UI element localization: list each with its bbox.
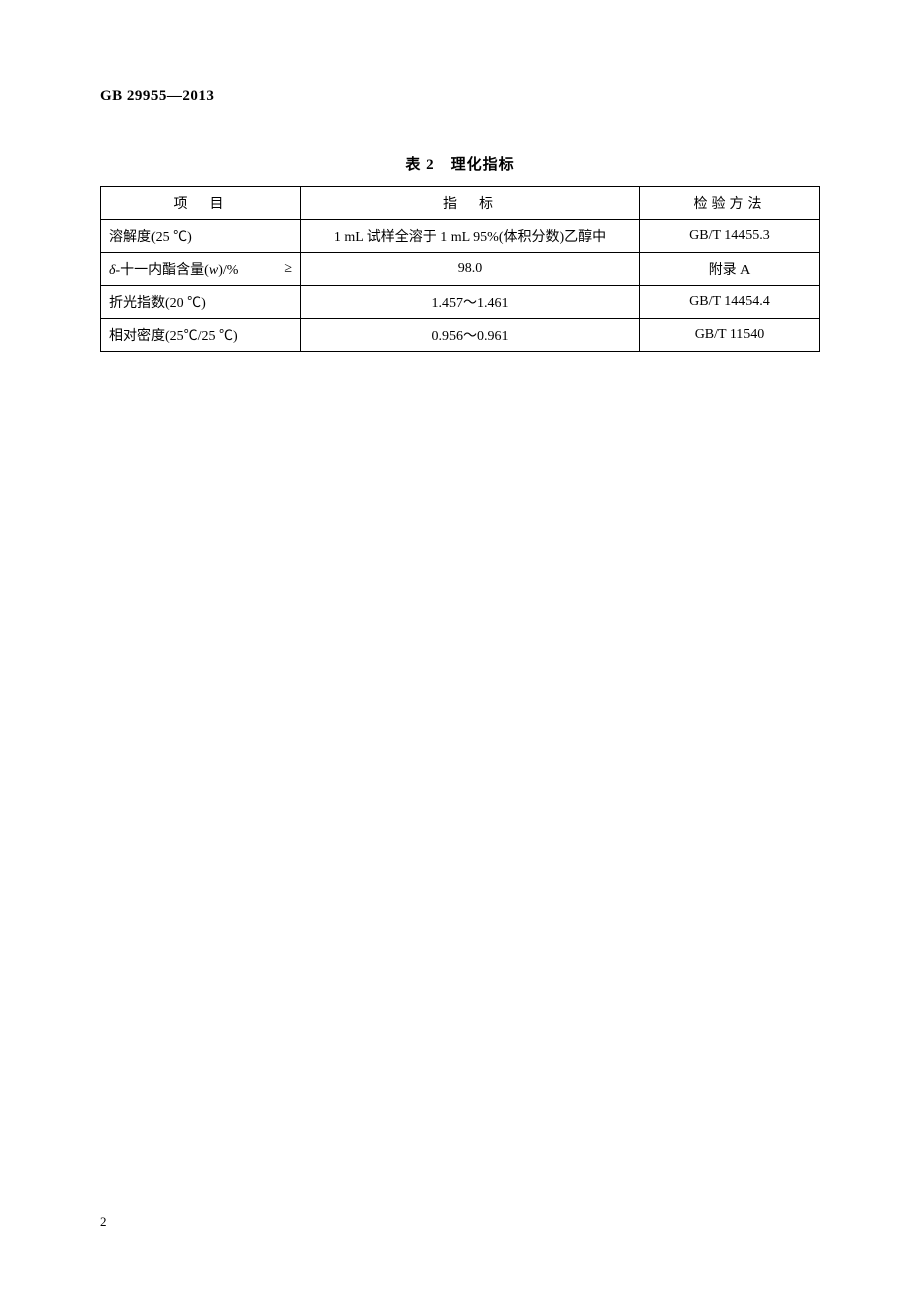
item-main: -十一内酯含量( [116, 263, 209, 278]
col-header-method: 检验方法 [640, 187, 820, 220]
table-row: 折光指数(20 ℃) 1.457～1.461 GB/T 14454.4 [101, 286, 820, 319]
item-text: 溶解度(25 ℃) [109, 230, 192, 245]
cell-method: GB/T 14454.4 [640, 286, 820, 319]
page-number: 2 [100, 1214, 107, 1230]
cell-indicator: 1.457～1.461 [301, 286, 640, 319]
cell-indicator: 0.956～0.961 [301, 319, 640, 352]
col-header-indicator: 指 标 [301, 187, 640, 220]
item-suffix: )/% [218, 263, 238, 278]
cell-method: 附录 A [640, 253, 820, 286]
item-var: w [209, 263, 218, 278]
cell-method: GB/T 14455.3 [640, 220, 820, 253]
spec-table: 项 目 指 标 检验方法 溶解度(25 ℃) 1 mL 试样全溶于 1 mL 9… [100, 186, 820, 352]
table-row: 溶解度(25 ℃) 1 mL 试样全溶于 1 mL 95%(体积分数)乙醇中 G… [101, 220, 820, 253]
document-id-header: GB 29955—2013 [100, 88, 820, 105]
table-title: 表 2 理化指标 [100, 153, 820, 174]
document-page: GB 29955—2013 表 2 理化指标 项 目 指 标 检验方法 溶解度(… [0, 0, 920, 352]
table-row: δ-十一内酯含量(w)/% ≥ 98.0 附录 A [101, 253, 820, 286]
table-header-row: 项 目 指 标 检验方法 [101, 187, 820, 220]
cell-method: GB/T 11540 [640, 319, 820, 352]
cell-indicator: 1 mL 试样全溶于 1 mL 95%(体积分数)乙醇中 [301, 220, 640, 253]
table-row: 相对密度(25℃/25 ℃) 0.956～0.961 GB/T 11540 [101, 319, 820, 352]
item-text: 相对密度(25℃/25 ℃) [109, 329, 238, 344]
cell-item: 折光指数(20 ℃) [101, 286, 301, 319]
cell-item: 相对密度(25℃/25 ℃) [101, 319, 301, 352]
cell-item: 溶解度(25 ℃) [101, 220, 301, 253]
item-text: 折光指数(20 ℃) [109, 296, 206, 311]
gte-symbol: ≥ [284, 261, 292, 277]
cell-indicator: 98.0 [301, 253, 640, 286]
col-header-item: 项 目 [101, 187, 301, 220]
cell-item: δ-十一内酯含量(w)/% ≥ [101, 253, 301, 286]
